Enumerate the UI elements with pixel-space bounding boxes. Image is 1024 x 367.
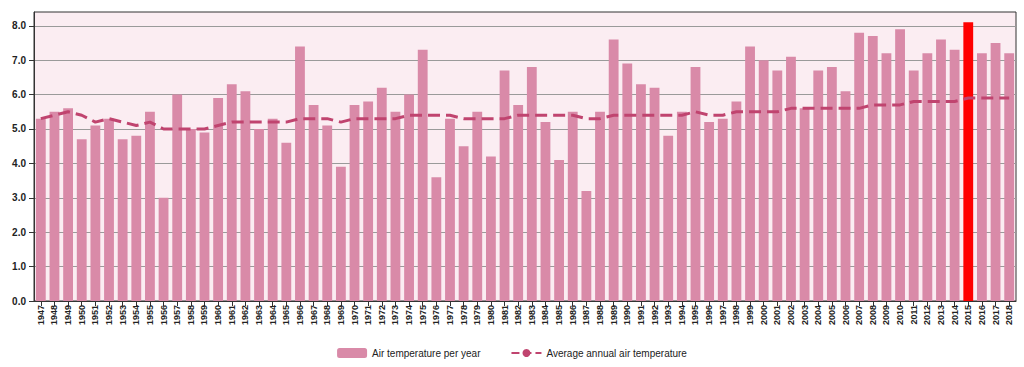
svg-text:1966: 1966: [295, 305, 305, 325]
svg-text:1990: 1990: [622, 305, 632, 325]
svg-text:2001: 2001: [772, 305, 782, 325]
svg-text:1.0: 1.0: [12, 261, 26, 272]
svg-text:2004: 2004: [813, 305, 823, 325]
svg-text:2017: 2017: [991, 305, 1001, 325]
svg-text:3.0: 3.0: [12, 192, 26, 203]
svg-text:2012: 2012: [922, 305, 932, 325]
svg-text:1953: 1953: [118, 305, 128, 325]
svg-text:5.0: 5.0: [12, 123, 26, 134]
svg-text:1951: 1951: [90, 305, 100, 325]
svg-text:4.0: 4.0: [12, 158, 26, 169]
svg-text:1968: 1968: [322, 305, 332, 325]
svg-text:2006: 2006: [841, 305, 851, 325]
svg-text:1981: 1981: [500, 305, 510, 325]
svg-text:1998: 1998: [731, 305, 741, 325]
svg-text:Air temperature per year: Air temperature per year: [372, 348, 481, 359]
svg-text:2014: 2014: [950, 305, 960, 325]
svg-text:1973: 1973: [390, 305, 400, 325]
svg-text:1992: 1992: [650, 305, 660, 325]
svg-text:1964: 1964: [268, 305, 278, 325]
svg-text:1989: 1989: [609, 305, 619, 325]
svg-text:1967: 1967: [309, 305, 319, 325]
svg-text:1971: 1971: [363, 305, 373, 325]
svg-text:1975: 1975: [418, 305, 428, 325]
svg-text:1997: 1997: [718, 305, 728, 325]
svg-text:1991: 1991: [636, 305, 646, 325]
svg-text:1962: 1962: [240, 305, 250, 325]
svg-text:1970: 1970: [350, 305, 360, 325]
svg-text:2010: 2010: [895, 305, 905, 325]
svg-text:1999: 1999: [745, 305, 755, 325]
svg-text:1954: 1954: [131, 305, 141, 325]
svg-text:2008: 2008: [868, 305, 878, 325]
svg-text:1972: 1972: [377, 305, 387, 325]
svg-text:8.0: 8.0: [12, 20, 26, 31]
svg-text:2005: 2005: [827, 305, 837, 325]
svg-text:1977: 1977: [445, 305, 455, 325]
svg-text:1993: 1993: [663, 305, 673, 325]
svg-text:1955: 1955: [145, 305, 155, 325]
svg-text:1980: 1980: [486, 305, 496, 325]
svg-text:Average annual air temperature: Average annual air temperature: [546, 348, 687, 359]
svg-text:1985: 1985: [554, 305, 564, 325]
svg-text:1986: 1986: [568, 305, 578, 325]
svg-text:2011: 2011: [909, 305, 919, 325]
svg-text:1956: 1956: [159, 305, 169, 325]
svg-text:1984: 1984: [540, 305, 550, 325]
svg-text:1959: 1959: [199, 305, 209, 325]
svg-text:1948: 1948: [49, 305, 59, 325]
svg-text:1978: 1978: [459, 305, 469, 325]
svg-text:1974: 1974: [404, 305, 414, 325]
svg-text:6.0: 6.0: [12, 89, 26, 100]
svg-text:1988: 1988: [595, 305, 605, 325]
svg-text:1983: 1983: [527, 305, 537, 325]
svg-text:1994: 1994: [677, 305, 687, 325]
svg-text:1979: 1979: [472, 305, 482, 325]
svg-text:1982: 1982: [513, 305, 523, 325]
svg-text:1996: 1996: [704, 305, 714, 325]
svg-text:2015: 2015: [963, 305, 973, 325]
svg-text:1961: 1961: [227, 305, 237, 325]
svg-text:2018: 2018: [1004, 305, 1014, 325]
svg-text:2016: 2016: [977, 305, 987, 325]
svg-text:1965: 1965: [281, 305, 291, 325]
svg-text:2.0: 2.0: [12, 227, 26, 238]
svg-text:1987: 1987: [581, 305, 591, 325]
svg-text:7.0: 7.0: [12, 55, 26, 66]
svg-text:1950: 1950: [77, 305, 87, 325]
svg-text:2002: 2002: [786, 305, 796, 325]
svg-text:1952: 1952: [104, 305, 114, 325]
svg-text:1957: 1957: [172, 305, 182, 325]
svg-text:2009: 2009: [881, 305, 891, 325]
svg-text:1976: 1976: [431, 305, 441, 325]
svg-text:1963: 1963: [254, 305, 264, 325]
svg-text:2007: 2007: [854, 305, 864, 325]
svg-text:2000: 2000: [759, 305, 769, 325]
svg-text:1969: 1969: [336, 305, 346, 325]
svg-text:2013: 2013: [936, 305, 946, 325]
svg-text:0.0: 0.0: [12, 296, 26, 307]
svg-text:1947: 1947: [36, 305, 46, 325]
svg-text:1958: 1958: [186, 305, 196, 325]
svg-text:1995: 1995: [690, 305, 700, 325]
svg-text:1960: 1960: [213, 305, 223, 325]
svg-text:2003: 2003: [800, 305, 810, 325]
svg-text:1949: 1949: [63, 305, 73, 325]
